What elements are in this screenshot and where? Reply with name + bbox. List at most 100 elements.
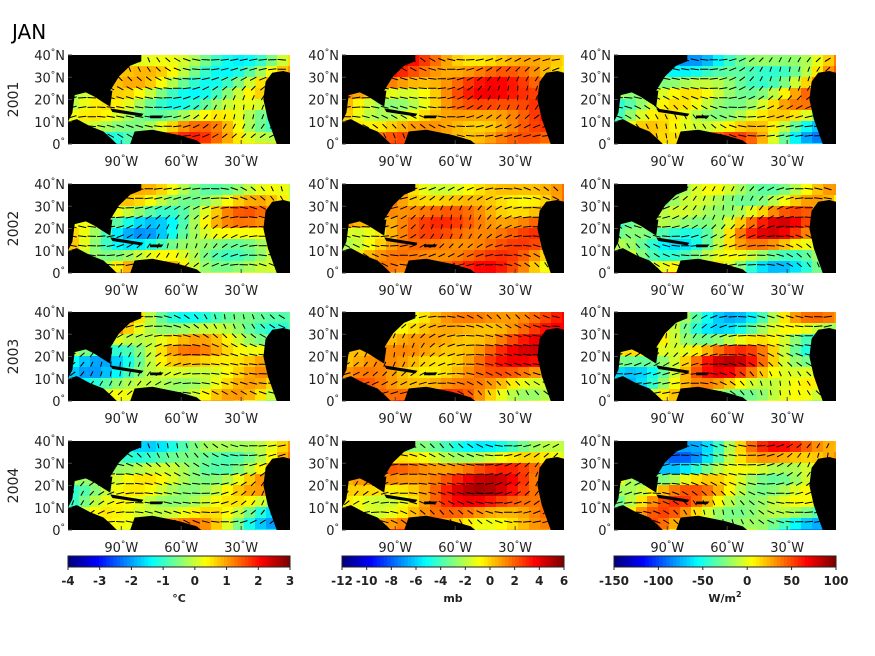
lat-tick-label: 30°N [580, 327, 611, 343]
lat-tick-label: 30°N [34, 199, 65, 215]
land-mask [696, 372, 710, 376]
land-mask [614, 55, 688, 122]
colorbar-tick-label: 2 [510, 574, 518, 588]
map-panel [342, 184, 564, 273]
lat-tick-label: 40°N [34, 305, 65, 321]
lat-tick-label: 0° [52, 394, 65, 410]
colorbar-tick-label: -1 [156, 574, 169, 588]
land-mask [263, 328, 290, 401]
lat-tick-label: 0° [52, 523, 65, 539]
colorbar-unit-label: °C [172, 592, 186, 605]
land-mask [379, 219, 387, 236]
lat-tick-label: 40°N [34, 48, 65, 64]
lon-tick-label: 30°W [224, 540, 258, 556]
lon-tick-label: 60°W [710, 283, 744, 299]
land-mask [404, 386, 476, 401]
lon-tick-label: 90°W [378, 411, 412, 427]
lon-tick-label: 60°W [710, 411, 744, 427]
lat-tick-label: 40°N [580, 177, 611, 193]
lon-tick-label: 30°W [770, 411, 804, 427]
lat-tick-label: 30°N [34, 327, 65, 343]
land-mask [809, 200, 836, 273]
colorbar [341, 555, 565, 568]
map-panel [68, 55, 290, 144]
lat-tick-label: 20°N [308, 93, 339, 109]
map-panel [342, 55, 564, 144]
land-mask [384, 237, 418, 246]
land-mask [676, 515, 748, 530]
lat-tick-label: 20°N [580, 222, 611, 238]
lon-tick-label: 60°W [164, 154, 198, 170]
colorbar-tick-label: -12 [331, 574, 353, 588]
lat-tick-label: 40°N [34, 177, 65, 193]
lat-tick-label: 10°N [308, 115, 339, 131]
land-mask [263, 200, 290, 273]
land-mask [68, 55, 142, 122]
land-mask [342, 55, 416, 122]
land-mask [424, 244, 438, 248]
land-mask [656, 108, 690, 117]
lat-tick-label: 30°N [308, 327, 339, 343]
land-mask [614, 376, 663, 401]
lat-tick-label: 30°N [308, 199, 339, 215]
land-mask [150, 244, 164, 248]
colorbar-tick-label: -150 [599, 574, 629, 588]
lat-tick-label: 10°N [308, 244, 339, 260]
land-mask [614, 312, 688, 379]
land-mask [656, 494, 690, 503]
land-mask [424, 372, 438, 376]
land-mask [68, 376, 117, 401]
lat-tick-label: 0° [52, 137, 65, 153]
year-label: 2002 [6, 211, 22, 247]
land-mask [424, 115, 438, 119]
lat-tick-label: 30°N [580, 456, 611, 472]
colorbar [67, 555, 291, 568]
lat-tick-label: 10°N [34, 501, 65, 517]
land-mask [105, 219, 113, 236]
land-mask [150, 115, 164, 119]
year-label: 2004 [6, 468, 22, 504]
land-mask [150, 372, 164, 376]
lat-tick-label: 10°N [580, 372, 611, 388]
colorbar-tick-label: 4 [535, 574, 543, 588]
land-mask [656, 237, 690, 246]
lat-tick-label: 30°N [580, 70, 611, 86]
land-mask [110, 365, 144, 374]
lon-tick-label: 60°W [710, 540, 744, 556]
map-panel [614, 55, 836, 144]
land-mask [263, 457, 290, 530]
lat-tick-label: 20°N [34, 479, 65, 495]
lon-tick-label: 90°W [104, 283, 138, 299]
land-mask [651, 90, 659, 107]
lat-tick-label: 10°N [34, 115, 65, 131]
land-mask [342, 248, 391, 273]
lon-tick-label: 90°W [104, 540, 138, 556]
lat-tick-label: 20°N [34, 93, 65, 109]
land-mask [110, 237, 144, 246]
month-label: JAN [12, 20, 47, 44]
lon-tick-label: 30°W [498, 283, 532, 299]
lat-tick-label: 30°N [34, 456, 65, 472]
land-mask [105, 476, 113, 493]
lat-tick-label: 10°N [308, 372, 339, 388]
colorbar-tick-label: -2 [125, 574, 138, 588]
colorbar-unit-label: W/m2 [708, 590, 741, 605]
lat-tick-label: 40°N [34, 434, 65, 450]
lon-tick-label: 90°W [378, 283, 412, 299]
land-mask [696, 501, 710, 505]
land-mask [110, 108, 144, 117]
colorbar-tick-label: 2 [254, 574, 262, 588]
lat-tick-label: 10°N [34, 372, 65, 388]
lat-tick-label: 0° [598, 266, 611, 282]
lat-tick-label: 0° [52, 266, 65, 282]
colorbar-unit-label: mb [443, 592, 462, 605]
lon-tick-label: 90°W [650, 283, 684, 299]
land-mask [614, 441, 688, 508]
lat-tick-label: 20°N [34, 350, 65, 366]
land-mask [809, 71, 836, 144]
land-mask [404, 515, 476, 530]
lon-tick-label: 90°W [378, 154, 412, 170]
colorbar-tick-label: -4 [61, 574, 74, 588]
lat-tick-label: 20°N [580, 93, 611, 109]
